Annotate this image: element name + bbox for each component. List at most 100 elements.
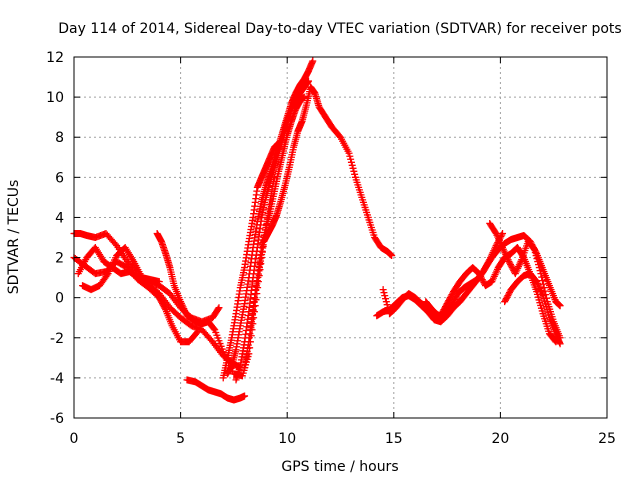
data-point-marker — [536, 267, 544, 275]
data-point-marker — [452, 293, 460, 301]
data-point-marker — [506, 259, 514, 267]
data-point-marker — [449, 299, 457, 307]
y-tick-label: 4 — [55, 210, 64, 226]
data-point-marker — [447, 302, 455, 310]
data-point-marker — [157, 297, 165, 305]
data-point-marker — [501, 298, 509, 306]
data-point-marker — [383, 301, 391, 309]
data-point-marker — [351, 170, 359, 178]
data-point-marker — [194, 328, 202, 336]
x-tick-label: 25 — [598, 431, 616, 447]
data-point-marker — [483, 260, 491, 268]
data-point-marker — [350, 167, 358, 175]
data-point-marker — [379, 286, 387, 294]
data-point-marker — [348, 161, 356, 169]
data-point-marker — [539, 277, 547, 285]
data-point-marker — [384, 304, 392, 312]
data-point-marker — [505, 289, 513, 297]
data-point-marker — [241, 392, 249, 400]
data-point-marker — [448, 300, 456, 308]
series-track-11 — [247, 83, 396, 332]
data-point-marker — [451, 294, 459, 302]
y-tick-label: -6 — [50, 411, 64, 427]
series-track-13 — [379, 244, 560, 346]
data-point-marker — [479, 268, 487, 276]
data-point-marker — [484, 259, 492, 267]
data-point-marker — [158, 300, 166, 308]
data-point-marker — [556, 302, 564, 310]
data-point-marker — [530, 245, 538, 253]
data-point-marker — [483, 262, 491, 270]
data-point-marker — [533, 255, 541, 263]
data-point-marker — [535, 261, 543, 269]
data-point-marker — [214, 305, 222, 313]
y-tick-label: 10 — [46, 90, 64, 106]
data-point-marker — [347, 158, 355, 166]
data-point-marker — [479, 277, 487, 285]
data-point-marker — [505, 290, 513, 298]
data-point-marker — [537, 270, 545, 278]
data-point-marker — [481, 265, 489, 273]
data-point-marker — [532, 252, 540, 260]
data-point-marker — [504, 292, 512, 300]
data-point-marker — [380, 289, 388, 297]
data-point-marker — [534, 258, 542, 266]
data-point-marker — [450, 297, 458, 305]
data-point-marker — [155, 278, 163, 286]
data-point-marker — [531, 249, 539, 257]
x-tick-label: 20 — [491, 431, 509, 447]
data-point-marker — [535, 264, 543, 272]
data-point-marker — [531, 246, 539, 254]
data-point-marker — [491, 228, 499, 236]
data-point-marker — [501, 296, 509, 304]
data-point-marker — [502, 295, 510, 303]
y-tick-label: -4 — [50, 371, 64, 387]
data-point-marker — [300, 93, 308, 101]
x-tick-label: 0 — [70, 431, 79, 447]
data-point-marker — [538, 273, 546, 281]
y-tick-label: 12 — [46, 50, 64, 66]
x-tick-label: 5 — [176, 431, 185, 447]
data-point-marker — [388, 252, 396, 260]
data-point-marker — [346, 152, 354, 160]
data-point-marker — [345, 149, 353, 157]
data-point-marker — [156, 295, 164, 303]
chart-title: Day 114 of 2014, Sidereal Day-to-day VTE… — [58, 21, 621, 37]
data-point-marker — [485, 257, 493, 265]
data-point-marker — [482, 263, 490, 271]
data-point-marker — [381, 292, 389, 300]
data-point-marker — [193, 329, 201, 337]
data-point-marker — [347, 155, 355, 163]
y-tick-label: 6 — [55, 170, 64, 186]
data-point-marker — [309, 57, 317, 65]
data-point-marker — [507, 261, 515, 269]
data-point-marker — [103, 271, 111, 279]
data-point-marker — [382, 295, 390, 303]
data-point-marker — [480, 266, 488, 274]
series-track-9 — [232, 77, 313, 384]
data-marks — [70, 57, 564, 404]
data-point-marker — [539, 280, 547, 288]
plot-frame — [73, 56, 608, 419]
x-tick-label: 15 — [385, 431, 403, 447]
y-tick-label: -2 — [50, 331, 64, 347]
data-point-marker — [503, 293, 511, 301]
x-tick-label: 10 — [278, 431, 296, 447]
data-point-marker — [155, 294, 163, 302]
y-tick-label: 2 — [55, 251, 64, 267]
y-tick-label: 8 — [55, 130, 64, 146]
axis-ticks: 0 5 10 15 20 25 -6 -4 -2 0 2 4 6 8 10 12 — [46, 50, 616, 447]
data-point-marker — [508, 264, 516, 272]
series-track-7 — [219, 139, 283, 382]
data-point-marker — [505, 258, 513, 266]
data-point-marker — [499, 229, 507, 237]
data-point-marker — [160, 303, 168, 311]
series-track-4 — [79, 244, 163, 294]
data-point-marker — [451, 296, 459, 304]
data-point-marker — [349, 164, 357, 172]
data-point-marker — [158, 298, 166, 306]
series-track-16 — [501, 270, 564, 348]
data-point-marker — [111, 240, 119, 248]
y-tick-label: 0 — [55, 291, 64, 307]
